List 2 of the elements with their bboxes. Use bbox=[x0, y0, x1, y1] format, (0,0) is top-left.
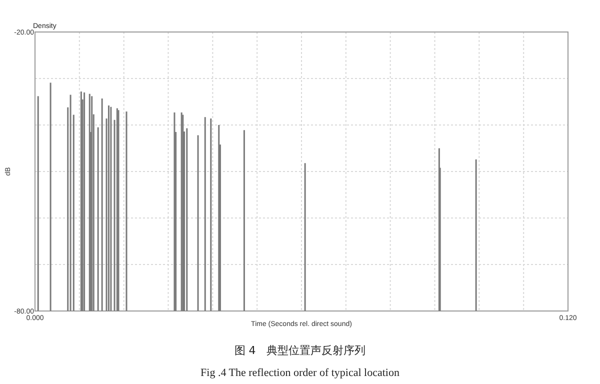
text: Fig .4 The reflection order of typical location bbox=[200, 367, 400, 379]
caption: 图 4 典型位置声反射序列 bbox=[234, 344, 366, 357]
